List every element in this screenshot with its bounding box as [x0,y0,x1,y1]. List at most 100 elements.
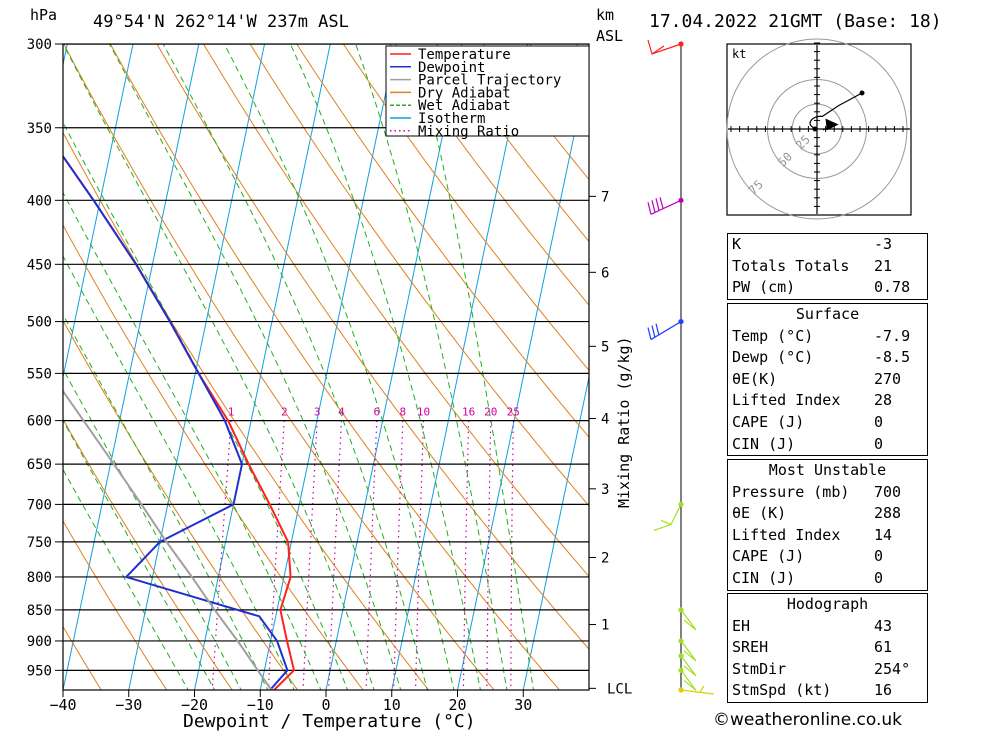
km-tick-label: 4 [601,411,609,427]
mixing-ratio-line [510,420,514,690]
pw-value: 0.78 [874,278,911,297]
surface-thetae-label: θE(K) [732,369,778,388]
legend-label: Dry Adiabat [418,85,511,101]
dry-adiabat-line [63,131,429,690]
mixing-ratio-line [393,420,404,690]
isotherm-line [63,44,200,690]
pressure-tick-label: 550 [27,366,52,382]
hodograph-end-point [859,90,865,96]
pressure-tick-label: 950 [27,663,52,679]
wet-adiabat-line [63,44,375,690]
credit-link[interactable]: ©weatheronline.co.uk [713,710,903,730]
surface-temp-value: -7.9 [874,326,911,345]
surface-cape-value: 0 [874,412,884,431]
temp-tick-label: −40 [49,696,76,714]
pressure-tick-label: 600 [27,414,52,430]
pressure-tick-label: 400 [27,193,52,209]
legend-label: Mixing Ratio [418,124,519,140]
mu-cape-value: 0 [874,547,884,566]
wind-barb [653,504,682,531]
pressure-tick-label: 800 [27,570,52,586]
mu-li-value: 14 [874,525,893,544]
temp-tick-label: −20 [181,696,208,714]
hodograph-title: Hodograph [786,595,869,613]
wind-barb [680,609,697,631]
dry-adiabat-line [109,44,560,690]
most-unstable-table: Most Unstable Pressure (mb) 700 θE (K) 288… [727,459,928,591]
wind-barb [680,685,715,695]
hodograph-table: Hodograph EH 43 SREH 61 StmDir 254° StmSpd … [727,593,928,703]
wind-barb [680,655,697,677]
mixing-ratio-label: 4 [338,406,345,419]
mixing-ratio-axis-label: Mixing Ratio (g/kg) [615,336,633,508]
mixing-ratio-label: 25 [507,406,520,419]
pressure-tick-label: 650 [27,457,52,473]
mu-cape-label: CAPE (J) [732,547,805,566]
mu-pressure-value: 700 [874,482,902,501]
legend-label: Temperature [418,47,511,63]
wind-barb [647,39,682,55]
surface-dewp-label: Dewp (°C) [732,348,814,367]
k-index-label: K [732,235,742,253]
km-tick-label: 1 [601,618,609,634]
wet-adiabat-line [63,191,322,690]
wind-barb [647,197,682,215]
dry-adiabat-line [203,44,589,578]
eh-label: EH [732,616,751,635]
stmspd-label: StmSpd (kt) [732,681,832,700]
mu-li-label: Lifted Index [732,525,841,544]
mixing-ratio-line [486,420,492,690]
mu-pressure-label: Pressure (mb) [732,482,850,501]
station-location: 49°54'N 262°14'W 237m ASL [93,12,349,32]
mixing-ratio-label: 16 [462,406,475,419]
isotherm-line [391,44,529,690]
km-tick-label: 5 [601,339,609,355]
isotherm-line [0,44,2,690]
hodograph-trace [809,92,863,130]
wind-barbs [647,39,715,695]
temp-tick-label: 10 [383,696,401,714]
surface-li-label: Lifted Index [732,391,841,410]
hodograph-start-point [812,126,818,132]
dry-adiabat-line [63,44,495,690]
stmdir-label: StmDir [732,659,787,678]
legend-label: Dewpoint [418,60,485,76]
mixing-ratio-line [415,420,425,690]
skew-t-background-lines [0,44,589,690]
legend-label: Wet Adiabat [418,98,511,114]
dry-adiabat-line [249,44,589,507]
plot-frame [62,43,590,691]
indices-table: K -3 Totals Totals 21 PW (cm) 0.78 [727,233,928,300]
isotherm-line [325,44,463,690]
km-unit-label: km [596,6,614,24]
km-tick-label: 6 [601,265,609,281]
totals-totals-value: 21 [874,256,893,275]
pressure-tick-label: 300 [27,37,52,53]
dry-adiabat-line [389,44,589,306]
surface-cape-label: CAPE (J) [732,412,805,431]
legend-label: Isotherm [418,111,485,127]
mixing-ratio-line [328,420,342,690]
temp-tick-label: −10 [247,696,274,714]
surface-li-value: 28 [874,391,893,410]
hodograph-unit: kt [732,47,746,61]
sreh-label: SREH [732,638,769,657]
mixing-ratio-label: 3 [314,406,321,419]
parcel-trajectory-profile [63,389,273,690]
wind-barb [680,640,697,662]
storm-motion-arrow [822,118,839,131]
dry-adiabat-line [63,319,299,690]
mixing-ratio-label: 6 [374,406,381,419]
dry-adiabat-line [156,44,589,650]
surface-temp-label: Temp (°C) [732,326,814,345]
isotherm-line [457,61,589,690]
wet-adiabat-line [63,367,242,690]
stmdir-value: 254° [874,659,911,678]
mu-cin-value: 0 [874,568,884,587]
mixing-ratio-line [267,420,285,690]
x-axis-label: Dewpoint / Temperature (°C) [183,711,476,732]
pressure-tick-label: 450 [27,257,52,273]
dewpoint-profile [63,154,289,690]
